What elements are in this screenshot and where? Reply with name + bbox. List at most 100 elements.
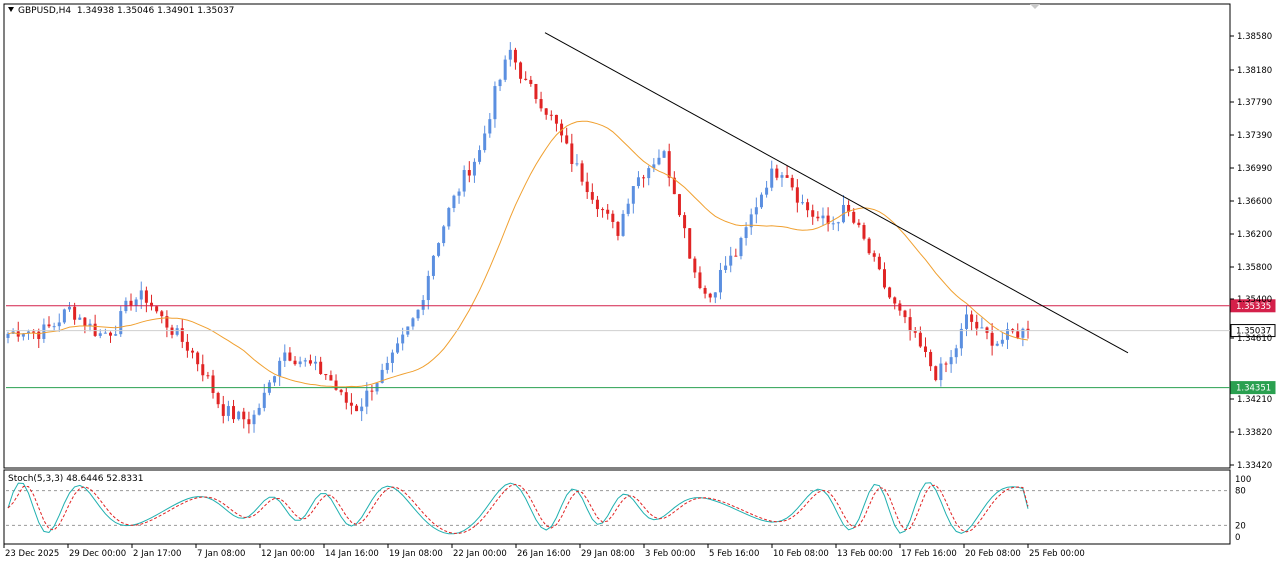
candle-body [949, 357, 953, 365]
shift-marker-icon[interactable] [1030, 4, 1040, 9]
candle-body [975, 321, 979, 329]
candle-body [601, 209, 605, 211]
candle-body [457, 191, 461, 196]
candle-body [1021, 328, 1025, 338]
y-tick-label: 1.36200 [1237, 230, 1272, 240]
candle-body [349, 402, 353, 406]
candle-body [247, 419, 251, 425]
candle-body [447, 208, 451, 227]
candle-body [216, 392, 220, 405]
candle-body [293, 360, 297, 365]
candle-body [708, 293, 712, 298]
candle-body [27, 331, 31, 334]
candle-body [52, 326, 56, 328]
candle-body [683, 215, 687, 229]
candle-body [734, 255, 738, 257]
candle-body [298, 361, 302, 365]
x-tick-label: 23 Dec 2025 [5, 549, 59, 559]
y-tick-label: 1.38580 [1237, 32, 1272, 42]
candle-body [800, 202, 804, 204]
moving-average-layer [7, 120, 1029, 388]
candle-body [529, 79, 533, 84]
candle-body [411, 318, 415, 327]
stoch-header: Stoch(5,3,3) 48.6446 52.8331 [8, 474, 144, 484]
candle-body [150, 302, 154, 307]
candle-body [114, 334, 118, 336]
price-axis: 1.38580 1.38180 1.37790 1.37390 1.36990 1.366… [1230, 32, 1272, 471]
stoch-signal-value: 52.8331 [106, 474, 144, 484]
candle-body [442, 226, 446, 244]
candle-body [662, 151, 666, 158]
candle-body [68, 306, 72, 310]
y-tick-label: 1.33820 [1237, 428, 1272, 438]
candle-body [811, 210, 815, 217]
resistance-price-label: 1.35335 [1236, 302, 1271, 312]
candle-body [565, 135, 569, 144]
ohlc-open: 1.34938 [76, 6, 115, 16]
candle-body [580, 163, 584, 182]
resistance-price-tag [1230, 299, 1276, 313]
candle-body [570, 143, 574, 164]
x-tick-label: 29 Dec 00:00 [69, 549, 126, 559]
candle-body [129, 300, 133, 306]
dropdown-triangle-icon[interactable] [8, 7, 14, 12]
x-tick-label: 19 Jan 08:00 [389, 549, 443, 559]
x-tick-label: 10 Feb 08:00 [773, 549, 829, 559]
candle-body [355, 405, 359, 412]
stoch-tick-label: 80 [1235, 487, 1246, 497]
candle-body [857, 222, 861, 226]
candle-body [672, 177, 676, 195]
x-tick-label: 7 Jan 08:00 [197, 549, 245, 559]
x-tick-label: 25 Feb 00:00 [1029, 549, 1085, 559]
current-price-tag [1230, 324, 1276, 338]
candle-body [6, 333, 10, 338]
candle-body [360, 406, 364, 412]
candle-body [790, 177, 794, 188]
candle-body [519, 62, 523, 79]
symbol-label: GBPUSD,H4 [18, 6, 72, 16]
candle-body [390, 352, 394, 363]
candle-body [513, 49, 517, 63]
candle-body [196, 352, 200, 365]
candle-body [944, 363, 948, 365]
candle-body [616, 221, 620, 236]
y-tick-label: 1.36990 [1237, 164, 1272, 174]
candle-body [888, 287, 892, 298]
x-tick-label: 13 Feb 00:00 [837, 549, 893, 559]
candle-body [724, 265, 728, 270]
x-tick-label: 29 Jan 08:00 [581, 549, 635, 559]
candle-body [175, 328, 179, 335]
stoch-signal-line [7, 483, 1029, 534]
candle-body [698, 272, 702, 289]
candle-body [483, 133, 487, 151]
main-pane-frame [3, 3, 1231, 469]
candle-body [893, 297, 897, 304]
candle-body [749, 214, 753, 228]
candle-body [283, 352, 287, 361]
candle-body [693, 258, 697, 273]
candle-body [401, 334, 405, 344]
x-tick-label: 12 Jan 00:00 [261, 549, 315, 559]
y-tick-label: 1.37390 [1237, 131, 1272, 141]
candle-body [365, 390, 369, 407]
candle-body [119, 311, 123, 335]
candle-body [472, 161, 476, 176]
candle-body [73, 306, 77, 320]
x-tick-label: 17 Feb 16:00 [901, 549, 957, 559]
candle-body [42, 324, 46, 339]
candle-body [847, 204, 851, 212]
stochastic-layer: 100 80 20 0 [6, 475, 1251, 543]
candle-body [816, 216, 820, 219]
candle-body [826, 215, 830, 225]
candle-body [903, 310, 907, 318]
candle-body [170, 327, 174, 335]
candle-body [831, 223, 835, 225]
candle-body [421, 300, 425, 310]
candle-body [677, 194, 681, 216]
candle-body [913, 331, 917, 333]
ohlc-high: 1.35046 [117, 6, 155, 16]
candle-body [221, 404, 225, 416]
ma-line [7, 120, 1029, 388]
ohlc-low: 1.34901 [157, 6, 195, 16]
